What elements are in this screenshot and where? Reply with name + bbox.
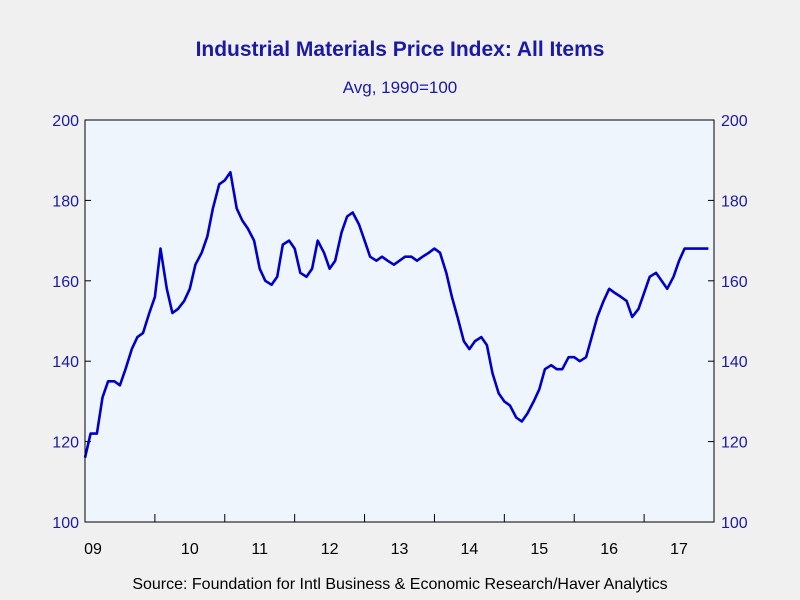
y-tick-label-left: 180 (52, 193, 79, 210)
x-tick-label: 10 (181, 541, 199, 558)
y-tick-label-right: 140 (721, 354, 748, 371)
chart-subtitle: Avg, 1990=100 (342, 78, 458, 97)
plot-area (85, 120, 714, 522)
x-tick-label: 12 (321, 541, 339, 558)
x-tick-label: 15 (530, 541, 548, 558)
source-note: Source: Foundation for Intl Business & E… (132, 576, 668, 593)
y-tick-label-right: 200 (721, 113, 748, 130)
y-tick-label-right: 120 (721, 435, 748, 452)
y-tick-label-left: 140 (52, 354, 79, 371)
x-tick-label: 11 (251, 541, 268, 558)
y-tick-label-right: 180 (721, 193, 748, 210)
y-tick-label-left: 160 (52, 274, 79, 291)
x-tick-label: 17 (670, 541, 688, 558)
y-tick-label-left: 200 (52, 113, 79, 130)
series-line (83, 171, 709, 458)
plot-frame (84, 119, 715, 523)
y-tick-label-left: 100 (52, 515, 79, 532)
y-tick-label-left: 120 (52, 435, 79, 452)
x-tick-label: 09 (84, 541, 102, 558)
x-tick-label: 16 (600, 541, 618, 558)
x-tick-label: 14 (460, 541, 478, 558)
y-tick-label-right: 100 (721, 515, 748, 532)
y-axis-right: 100 120 140 160 180 200 (708, 113, 748, 532)
y-axis-left: 100 120 140 160 180 200 (52, 113, 91, 532)
x-axis: 09 10 11 12 13 14 15 16 17 (84, 514, 715, 558)
y-tick-label-right: 160 (721, 274, 748, 291)
x-tick-label: 13 (391, 541, 409, 558)
chart-title: Industrial Materials Price Index: All It… (195, 38, 605, 61)
